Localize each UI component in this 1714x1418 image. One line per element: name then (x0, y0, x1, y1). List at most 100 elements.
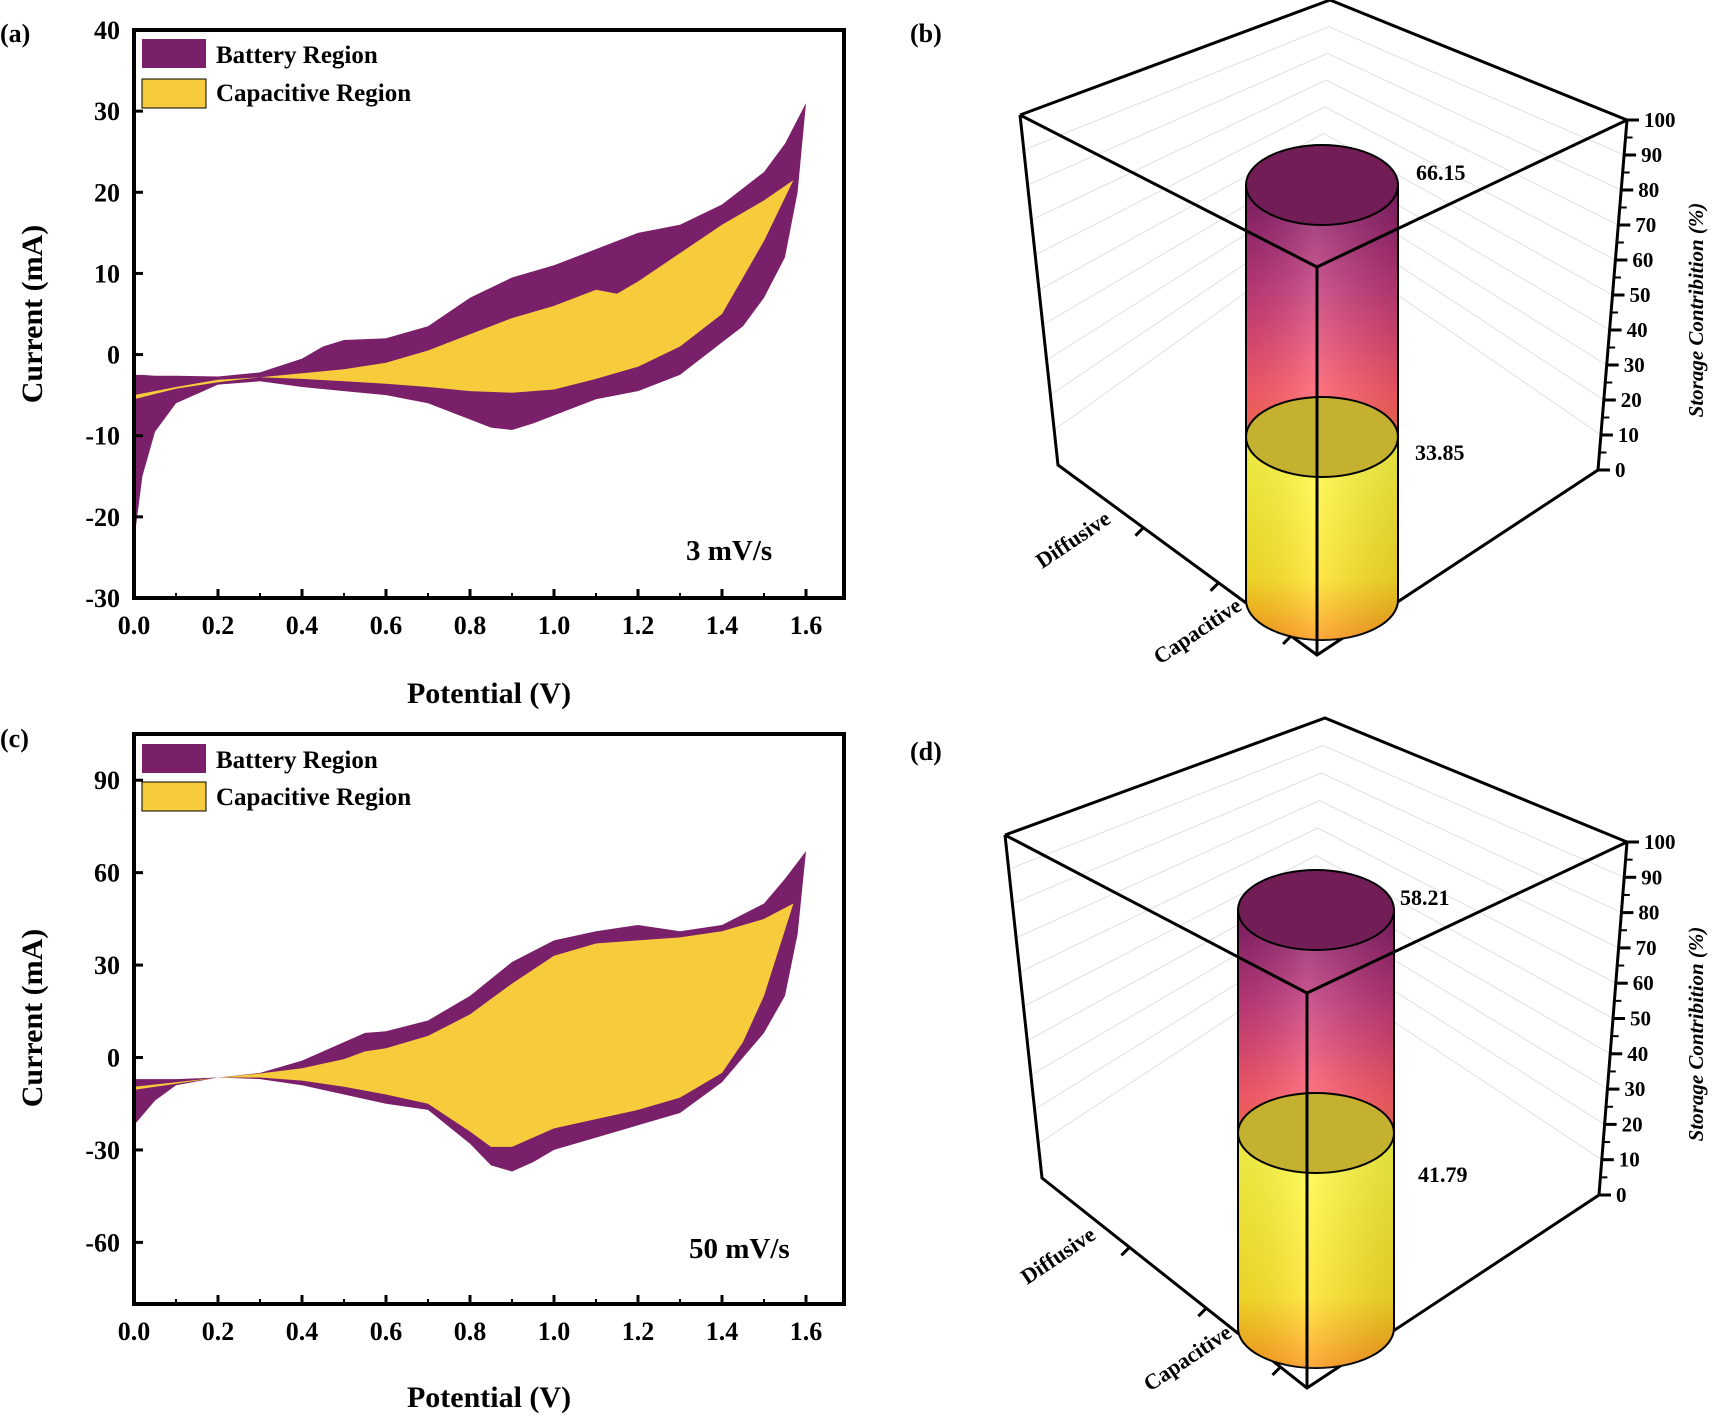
bar-capacitive-cap (1245, 396, 1399, 478)
y-axis-title-c: Current (mA) (16, 929, 49, 1108)
x-tick-label: 0.4 (286, 1317, 319, 1346)
x-tick-label: 1.4 (706, 1317, 739, 1346)
y-tick-label: 30 (94, 951, 120, 980)
x-tick-label: 1.2 (622, 1317, 655, 1346)
panel-label-c: (c) (0, 724, 29, 753)
x-tick-label: 0.4 (286, 611, 319, 640)
category-label-diffusive: Diffusive (1016, 1221, 1100, 1289)
panel-label-a: (a) (0, 19, 30, 48)
y-tick-label: -10 (85, 422, 120, 451)
grid-line (1325, 79, 1619, 226)
x-tick-label: 1.0 (538, 611, 571, 640)
bar-capacitive (1237, 1092, 1395, 1369)
bar-capacitive-shading (1246, 437, 1398, 640)
grid-line (1031, 79, 1327, 221)
capacitive-region-area (134, 903, 794, 1147)
panel-c: (c) 0.0 0.2 0.4 0.6 0.8 1.0 1.2 1.4 1.6 -60 -30 0 30… (0, 724, 846, 1414)
z-axis-title-b: Storage Contribition (%) (1684, 203, 1708, 418)
grid-line (1015, 800, 1320, 939)
legend-swatch-battery (142, 744, 206, 773)
bar-diffusive-cap (1245, 144, 1399, 226)
x-tick-label: 0.0 (118, 1317, 151, 1346)
y-tick-label: -30 (85, 1136, 120, 1165)
x-tick-label: 1.6 (790, 1317, 823, 1346)
panel-b: (b) 0 10 20 30 40 50 60 70 80 90 100 66.15 33.85 S… (910, 0, 1708, 669)
y-tick-label: 60 (94, 859, 120, 888)
grid-line (1328, 26, 1625, 156)
z-tick-label: 20 (1621, 388, 1642, 412)
scan-rate-label-c: 50 mV/s (689, 1233, 790, 1265)
y-tick-label: 20 (94, 178, 120, 207)
bar-capacitive-cap (1237, 1092, 1395, 1174)
x-axis-title-a: Potential (V) (407, 677, 571, 710)
grid-line (1327, 52, 1622, 191)
z-tick-label: 50 (1630, 283, 1651, 307)
z-axis-title-d: Storage Contribition (%) (1684, 927, 1708, 1142)
grid-line (1321, 772, 1622, 914)
y-tick-label: 0 (107, 341, 120, 370)
cube-plot-d: 0 10 20 30 40 50 60 70 80 90 100 (1003, 716, 1676, 1390)
cube-top-back-edges (1019, 0, 1628, 122)
value-label-capacitive: 41.79 (1418, 1162, 1468, 1187)
category-label-diffusive: Diffusive (1031, 505, 1115, 573)
cube-top-back-edges (1004, 716, 1628, 844)
grid-line (1023, 26, 1329, 151)
grid-line (1008, 745, 1324, 870)
z-tick-label: 50 (1630, 1007, 1651, 1031)
battery-region-area (134, 103, 806, 542)
grid-line (1027, 52, 1328, 186)
cv-plot-50mvs: 0.0 0.2 0.4 0.6 0.8 1.0 1.2 1.4 1.6 -60 -30 0 30 60 90 (85, 732, 846, 1346)
cube-front-top-edge (1004, 833, 1308, 995)
panel-label-b: (b) (910, 19, 942, 48)
z-tick-label: 30 (1624, 1077, 1645, 1101)
y-tick-label: 30 (94, 97, 120, 126)
x-tick-label: 1.6 (790, 611, 823, 640)
grid-line (1317, 827, 1617, 984)
capacitive-region-area (134, 180, 794, 400)
z-tick-label: 70 (1635, 213, 1656, 237)
legend-c: Battery Region Capacitive Region (141, 744, 411, 812)
z-tick-label: 100 (1644, 830, 1676, 854)
category-tick (1120, 1246, 1131, 1257)
y-tick-label: -60 (85, 1228, 120, 1257)
panel-label-d: (d) (910, 737, 942, 766)
grid-line (1319, 800, 1619, 949)
category-tick (1282, 634, 1293, 646)
panel-d: (d) 0 10 20 30 40 50 60 70 80 90 100 58.21 41.79 S… (910, 716, 1708, 1396)
x-tick-label: 1.0 (538, 1317, 571, 1346)
y-tick-label: 0 (107, 1044, 120, 1073)
z-tick-label: 90 (1641, 143, 1662, 167)
legend-swatch-capacitive (141, 781, 207, 812)
cube-right-top-edge (1316, 118, 1628, 269)
category-tick (1209, 581, 1220, 592)
cube-front-top-edge (1019, 113, 1318, 269)
category-label-capacitive: Capacitive (1149, 592, 1246, 669)
z-tick-label: 40 (1627, 318, 1648, 342)
z-tick-label: 40 (1627, 1042, 1648, 1066)
y-tick-label: -20 (85, 503, 120, 532)
z-tick-label: 20 (1622, 1112, 1643, 1136)
category-tick (1271, 1365, 1282, 1377)
bar-capacitive (1245, 396, 1399, 641)
plot-frame (132, 732, 846, 1306)
cube-plot-b: 0 10 20 30 40 50 60 70 80 90 100 (1018, 0, 1676, 657)
x-tick-label: 1.2 (622, 611, 655, 640)
y-tick-label: -30 (85, 584, 120, 613)
y-axis-title-a: Current (mA) (16, 225, 49, 404)
x-tick-label: 0.2 (202, 611, 235, 640)
z-tick-label: 90 (1641, 865, 1662, 889)
x-tick-label: 1.4 (706, 611, 739, 640)
bar-diffusive-cap (1237, 869, 1395, 951)
y-tick-label: 90 (94, 766, 120, 795)
z-tick-label: 100 (1644, 108, 1676, 132)
legend-swatch-battery (142, 39, 206, 68)
x-tick-label: 0.8 (454, 611, 487, 640)
legend-a: Battery Region Capacitive Region (141, 39, 411, 109)
z-tick-label: 0 (1615, 458, 1626, 482)
legend-label-battery: Battery Region (216, 42, 378, 69)
z-tick-label: 70 (1636, 936, 1657, 960)
value-label-diffusive: 66.15 (1416, 160, 1466, 185)
plot-frame (132, 28, 846, 600)
legend-label-battery: Battery Region (216, 747, 378, 774)
